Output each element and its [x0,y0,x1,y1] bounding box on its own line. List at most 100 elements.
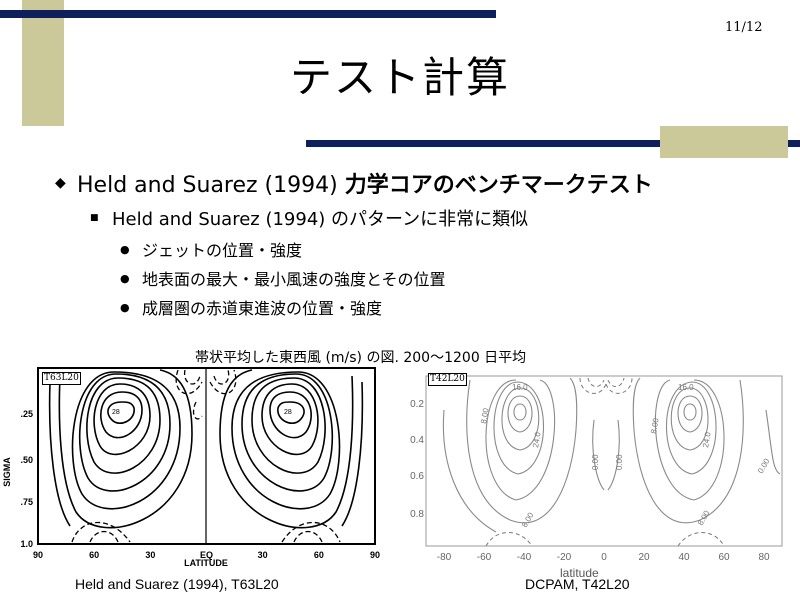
right-x-tick-label: 20 [638,552,650,563]
contour-line [241,373,334,492]
left-figure-caption: Held and Suarez (1994), T63L20 [75,576,279,592]
right-y-tick-label: 0.2 [410,399,424,410]
bullet-level2-text: Held and Suarez (1994) のパターンに非常に類似 [112,209,529,230]
dashed-contour [175,369,203,395]
contour-line [261,383,319,456]
dashed-contour [587,377,605,387]
dashed-contour [607,377,625,387]
contour-line [269,391,312,439]
bullet-level1-latin: Held and Suarez (1994) [77,173,345,198]
contour-line [442,409,497,533]
contour-line [507,395,533,433]
right-y-ticks: 0.2 0.4 0.6 0.8 [410,399,424,520]
bullet-level3-text: ジェットの位置・強度 [142,241,303,260]
right-x-tick-label: -80 [437,552,452,563]
right-x-tick-label: 0 [601,552,607,563]
diamond-bullet-icon: ◆ [55,175,66,191]
right-x-axis-label: latitude [560,566,599,580]
right-x-ticks: -80 -60 -40 -20 0 20 40 60 80 [437,552,770,563]
left-resolution-tag: T63L20 [42,372,81,385]
left-y-axis-label: SIGMA [2,457,12,487]
contour-line [632,377,744,524]
left-x-tick-label: 60 [314,550,324,560]
contour-label: 8.00 [520,511,536,529]
left-y-tick-label: .50 [20,455,33,465]
contour-label: 8.00 [479,407,491,424]
contour-line [765,409,781,475]
contour-line [277,401,305,424]
contour-label: 24.0 [701,431,713,448]
contour-line [86,377,161,474]
figure-caption: 帯状平均した東西風 (m/s) の図. 200～1200 日平均 [195,350,527,366]
left-x-tick-label: 30 [145,550,155,560]
bullet-level3: ● 地表面の最大・最小風速の強度とその位置 [120,266,446,290]
dashed-contour [209,369,237,395]
contour-line [592,419,605,491]
dashed-contour [281,521,341,543]
dashed-contour [485,532,533,547]
contour-line [48,381,71,527]
dot-bullet-icon: ● [120,301,130,314]
left-contour-plot: SIGMA 28 28 .25.50.751.0 90 6 [2,367,380,568]
right-x-tick-label: 40 [678,552,690,563]
right-contour-labels: 16.0 16.0 8.00 24.0 0.00 0.00 8.00 24.0 … [479,383,772,529]
dot-bullet-icon: ● [120,243,130,256]
right-x-tick-label: -60 [477,552,492,563]
contour-line [485,379,556,501]
right-x-tick-label: 80 [758,552,770,563]
right-y-tick-label: 0.4 [410,435,424,446]
decor-top-bar [0,10,496,18]
contour-label: 8.00 [696,509,712,527]
dashed-contour [579,377,607,394]
decor-mid-bar [306,140,800,147]
right-x-tick-label: 60 [718,552,730,563]
left-y-ticks: .25 .50 .75 1.0 [20,409,33,549]
right-contour-plot: 16.0 16.0 8.00 24.0 0.00 0.00 8.00 24.0 … [410,375,783,580]
right-x-tick-label: -20 [557,552,572,563]
contour-line [100,391,143,439]
contour-label: 8.00 [649,417,661,434]
right-negative-contours [485,377,725,547]
right-resolution-tag: T42L20 [428,373,467,386]
right-x-tick-label: -40 [517,552,532,563]
left-y-tick-label: .75 [20,497,33,507]
left-x-tick-label: 90 [370,550,380,560]
contour-line [466,377,578,524]
left-x-tick-label: 30 [258,550,268,560]
dashed-contour [677,532,725,547]
decor-left-stripe [22,0,64,126]
left-y-tick-label: .25 [20,409,33,419]
left-x-tick-label: 90 [33,550,43,560]
contour-label: 28 [112,409,120,416]
contour-line [78,373,171,492]
bullet-level2: ■ Held and Suarez (1994) のパターンに非常に類似 [90,205,528,231]
bullet-level3: ● ジェットの位置・強度 [120,237,302,261]
contour-line [493,381,544,475]
bullet-level1: ◆ Held and Suarez (1994) 力学コアのベンチマークテスト [55,167,653,199]
right-figure-caption: DCPAM, T42L20 [525,576,630,592]
dashed-contour [89,530,119,543]
square-bullet-icon: ■ [90,213,99,223]
dashed-contour [192,401,203,420]
contour-line [93,383,151,456]
right-hemisphere-contours [219,369,364,529]
contour-line [341,381,364,527]
dashed-contour [293,530,323,543]
bullet-level3-text: 地表面の最大・最小風速の強度とその位置 [142,270,446,289]
contour-line [683,403,697,421]
contour-line [231,371,341,510]
contour-label: 0.00 [756,457,772,475]
right-y-tick-label: 0.6 [410,471,424,482]
contour-line [107,401,135,424]
slide-title: テスト計算 [289,53,510,102]
contour-line [219,369,354,529]
left-x-axis-label: LATITUDE [184,558,228,568]
contour-label: 0.00 [591,454,600,470]
right-contours [442,377,781,533]
right-y-tick-label: 0.8 [410,509,424,520]
left-x-tick-label: 60 [89,550,99,560]
dot-bullet-icon: ● [120,272,130,285]
contour-line [513,403,527,421]
contour-line [71,371,181,510]
left-hemisphere-contours [48,369,193,529]
